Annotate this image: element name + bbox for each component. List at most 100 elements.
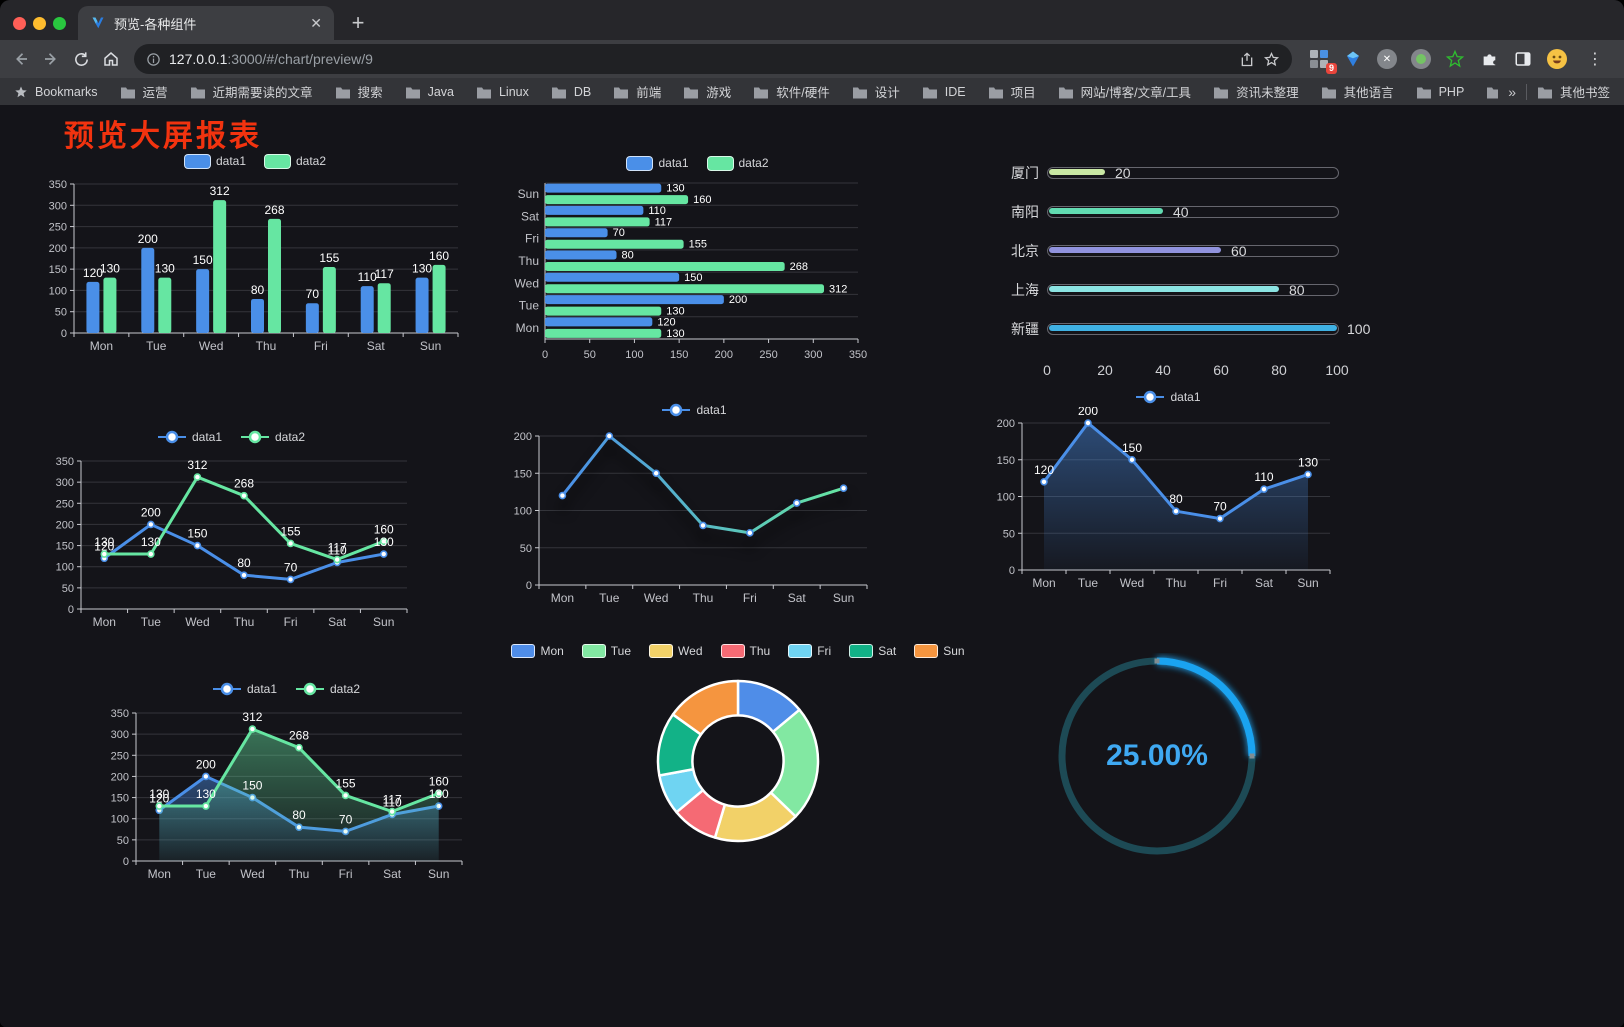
point-data1-Sun[interactable]	[379, 550, 388, 558]
bookmark-folder[interactable]: Linux	[476, 85, 529, 99]
hbar-data2-Thu[interactable]	[545, 262, 785, 271]
legend-item-Wed[interactable]: Wed	[649, 644, 703, 658]
close-window-button[interactable]	[13, 17, 26, 30]
forward-button[interactable]	[36, 44, 66, 74]
point-data1-Wed[interactable]	[193, 541, 202, 550]
point-data1-Tue[interactable]	[605, 432, 614, 440]
point-data2-Mon[interactable]	[155, 802, 164, 810]
hbar-data2-Sat[interactable]	[545, 217, 650, 227]
extension-circle-dot-icon[interactable]	[1410, 48, 1432, 70]
point-data1-Fri[interactable]	[286, 575, 295, 584]
legend-item-data1[interactable]: data1	[661, 403, 727, 417]
bookmark-folder[interactable]: PHP	[1416, 85, 1464, 99]
bookmark-folder[interactable]: 资讯未整理	[1213, 82, 1299, 101]
legend-item-data2[interactable]: data2	[240, 430, 305, 444]
bar-data2-Sat[interactable]	[377, 283, 391, 333]
extension-gem-icon[interactable]	[1342, 48, 1364, 70]
hbar-data2-Wed[interactable]	[545, 284, 825, 294]
home-button[interactable]	[96, 44, 126, 74]
point-data1-Mon[interactable]	[1040, 478, 1048, 486]
bookmark-folder[interactable]: 设计	[852, 82, 900, 101]
bar-data2-Thu[interactable]	[268, 218, 281, 333]
point-data1-Thu[interactable]	[1172, 507, 1180, 515]
point-data2-Mon[interactable]	[100, 550, 109, 558]
extension-puzzle-icon[interactable]	[1478, 48, 1500, 70]
extension-grid-icon[interactable]: 9	[1308, 48, 1337, 74]
legend-item-Sun[interactable]: Sun	[914, 644, 965, 658]
bookmark-folder[interactable]: 网站/博客/文章/工具	[1058, 82, 1191, 101]
hbar-data1-Fri[interactable]	[545, 228, 608, 238]
point-data2-Sat[interactable]	[388, 807, 396, 816]
bookmark-folder[interactable]: 近期需要读的文章	[190, 82, 313, 101]
url-bar[interactable]: 127.0.0.1:3000/#/chart/preview/9	[134, 44, 1292, 74]
legend-item-data1[interactable]: data1	[1135, 390, 1201, 404]
hbar-data2-Mon[interactable]	[545, 328, 662, 338]
bookmark-folder[interactable]: 文件服务器	[1486, 82, 1499, 101]
point-data2-Tue[interactable]	[147, 550, 155, 558]
bookmark-folder[interactable]: 游戏	[683, 82, 731, 101]
point-data1-Sun[interactable]	[839, 484, 848, 492]
bookmarks-overflow-button[interactable]: »	[1508, 83, 1516, 100]
bar-data1-Sat[interactable]	[360, 286, 374, 333]
hbar-data1-Tue[interactable]	[545, 295, 724, 305]
hbar-data2-Fri[interactable]	[545, 239, 684, 249]
hbar-data1-Wed[interactable]	[545, 272, 680, 282]
bar-data2-Tue[interactable]	[158, 277, 172, 333]
reload-button[interactable]	[66, 44, 96, 74]
browser-tab[interactable]: 预览-各种组件 ✕	[78, 6, 334, 40]
line-data1[interactable]	[560, 434, 846, 535]
extension-emoji-icon[interactable]	[1546, 48, 1568, 70]
minimize-window-button[interactable]	[33, 17, 46, 30]
hbar-data2-Sun[interactable]	[545, 195, 689, 205]
point-data2-Tue[interactable]	[202, 802, 210, 810]
legend-item-data1[interactable]: data1	[157, 430, 222, 444]
bookmark-folder[interactable]: 项目	[988, 82, 1036, 101]
hbar-data1-Mon[interactable]	[545, 317, 653, 327]
bar-data1-Sun[interactable]	[415, 277, 429, 333]
share-icon[interactable]	[1239, 51, 1255, 68]
bookmark-folder[interactable]: DB	[551, 85, 591, 99]
point-data2-Fri[interactable]	[341, 791, 350, 800]
back-button[interactable]	[6, 44, 36, 74]
browser-menu-button[interactable]: ⋮	[1587, 51, 1603, 68]
bookmark-folder[interactable]: IDE	[922, 85, 966, 99]
point-data1-Tue[interactable]	[1084, 419, 1092, 427]
legend-item-data1[interactable]: data1	[626, 155, 689, 171]
point-data1-Sun[interactable]	[1304, 470, 1312, 479]
bookmark-folder[interactable]: 运营	[120, 82, 168, 101]
bar-data1-Mon[interactable]	[86, 281, 100, 333]
legend-item-Tue[interactable]: Tue	[581, 644, 631, 658]
legend-item-Sat[interactable]: Sat	[849, 644, 896, 658]
bar-data1-Fri[interactable]	[305, 303, 319, 333]
hbar-data1-Thu[interactable]	[545, 250, 617, 260]
bookmark-star-icon[interactable]	[1263, 51, 1280, 68]
legend-item-Mon[interactable]: Mon	[511, 644, 564, 658]
point-data2-Wed[interactable]	[193, 473, 202, 481]
point-data2-Sat[interactable]	[333, 555, 341, 564]
point-data1-Mon[interactable]	[558, 491, 567, 500]
point-data1-Sat[interactable]	[792, 499, 801, 507]
point-data1-Tue[interactable]	[147, 520, 155, 529]
bar-data2-Sun[interactable]	[432, 264, 446, 333]
bookmark-folder[interactable]: 搜索	[335, 82, 383, 101]
bar-data2-Mon[interactable]	[103, 277, 117, 333]
legend-item-data1[interactable]: data1	[183, 153, 246, 169]
bookmark-folder[interactable]: 软件/硬件	[753, 82, 830, 101]
bookmark-folder[interactable]: Java	[405, 85, 454, 99]
extension-circle-x-icon[interactable]: ✕	[1376, 48, 1398, 70]
point-data2-Thu[interactable]	[295, 743, 303, 752]
legend-item-Fri[interactable]: Fri	[788, 644, 831, 658]
point-data1-Fri[interactable]	[1216, 514, 1224, 523]
point-data1-Thu[interactable]	[699, 521, 707, 530]
bookmark-folder[interactable]: 其他语言	[1321, 82, 1394, 101]
sidebar-toggle-icon[interactable]	[1512, 48, 1534, 70]
tab-close-icon[interactable]: ✕	[310, 14, 322, 31]
bar-data2-Fri[interactable]	[322, 267, 336, 333]
bar-data2-Wed[interactable]	[213, 200, 227, 333]
bar-data1-Wed[interactable]	[196, 269, 210, 333]
point-data2-Sun[interactable]	[379, 537, 388, 546]
bar-data1-Thu[interactable]	[251, 298, 264, 333]
other-bookmarks-folder[interactable]: 其他书签	[1537, 82, 1610, 101]
hbar-data1-Sun[interactable]	[545, 183, 662, 193]
point-data2-Wed[interactable]	[248, 725, 257, 733]
